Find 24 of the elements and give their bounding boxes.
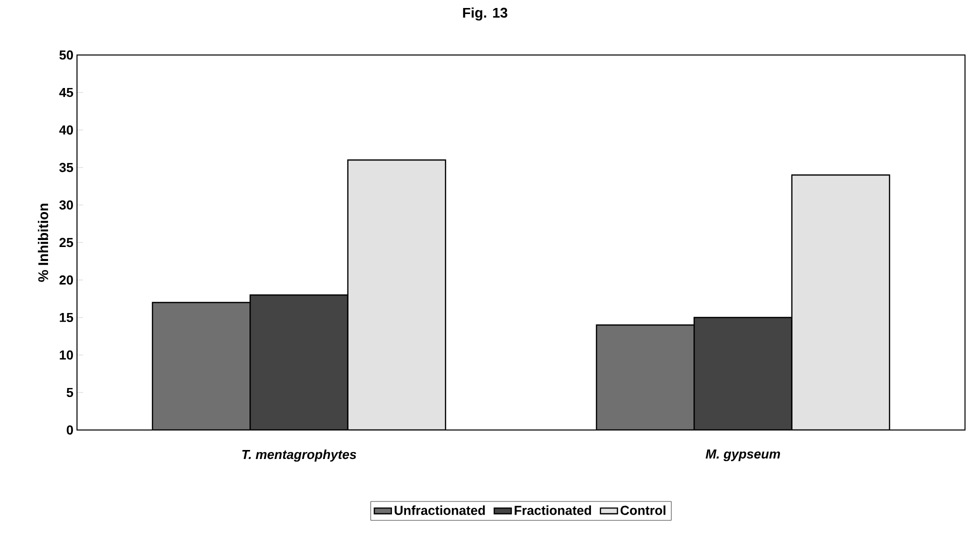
y-tick-label: 40: [59, 125, 73, 135]
x-tick-label: T. mentagrophytes: [242, 450, 356, 462]
y-tick-label: 20: [59, 275, 73, 285]
y-tick-label: 45: [59, 88, 74, 98]
y-tick-label: 50: [59, 50, 73, 60]
y-tick-label: 5: [66, 388, 74, 398]
legend-label: Fractionated: [514, 505, 592, 515]
y-tick-label: 30: [59, 200, 73, 210]
x-tick-label: M. gypseum: [706, 450, 780, 462]
bar: [791, 174, 890, 430]
bar: [347, 159, 446, 430]
bar: [694, 316, 792, 430]
y-tick-label: 15: [60, 312, 74, 322]
y-tick-label: 0: [66, 425, 73, 435]
y-axis-title: % Inhibition: [38, 204, 48, 282]
bar: [250, 294, 348, 430]
y-tick-label: 25: [59, 238, 74, 248]
y-tick-label: 10: [60, 350, 73, 360]
legend-label: Control: [620, 505, 666, 515]
legend-label: Unfractionated: [394, 505, 485, 515]
y-tick-label: 35: [59, 162, 74, 172]
bar: [152, 302, 251, 430]
chart-title: Fig. 13: [463, 7, 508, 21]
bar: [596, 324, 695, 430]
